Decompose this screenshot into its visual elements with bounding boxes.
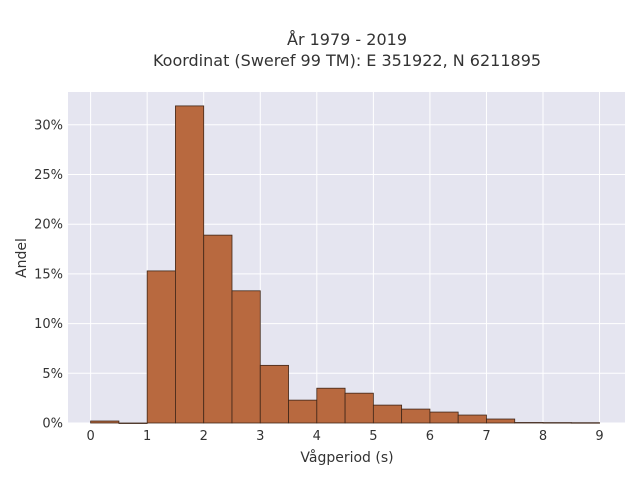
y-tick-label: 0% <box>42 417 63 432</box>
y-tick-labels: 0% 5% 10% 15% 20% 25% 30% <box>34 118 63 431</box>
histogram-bar <box>486 418 516 424</box>
histogram-bar <box>514 422 544 424</box>
histogram-bar <box>288 399 318 424</box>
chart-title-line2: Koordinat (Sweref 99 TM): E 351922, N 62… <box>153 51 541 70</box>
x-tick-label: 1 <box>143 429 151 444</box>
histogram-bar <box>344 392 374 424</box>
histogram-bar <box>372 404 403 424</box>
histogram-bar <box>118 422 148 424</box>
histogram-bar <box>259 364 289 424</box>
histogram-bar <box>429 411 459 424</box>
y-tick-label: 25% <box>34 168 63 183</box>
bars <box>90 105 600 424</box>
histogram-bar <box>203 234 233 424</box>
y-tick-label: 20% <box>34 218 63 233</box>
y-tick-label: 30% <box>34 118 63 133</box>
x-tick-label: 6 <box>426 429 434 444</box>
x-tick-label: 3 <box>256 429 264 444</box>
histogram-bar <box>175 105 205 424</box>
x-tick-label: 7 <box>482 429 490 444</box>
x-tick-label: 2 <box>200 429 208 444</box>
histogram-bar <box>401 408 431 424</box>
x-tick-labels: 0 1 2 3 4 5 6 7 8 9 <box>86 429 603 444</box>
x-tick-label: 4 <box>313 429 321 444</box>
x-tick-label: 0 <box>86 429 94 444</box>
y-axis-title: Andel <box>14 238 30 278</box>
histogram-bar <box>570 422 600 424</box>
y-tick-label: 5% <box>42 367 63 382</box>
x-axis-title: Vågperiod (s) <box>300 449 393 466</box>
histogram-bar <box>542 422 572 424</box>
y-tick-label: 15% <box>34 267 63 282</box>
histogram-bar <box>146 270 176 424</box>
histogram-bar <box>316 387 346 424</box>
histogram-bar <box>457 414 487 424</box>
x-tick-label: 8 <box>539 429 547 444</box>
x-tick-label: 5 <box>369 429 377 444</box>
x-tick-label: 9 <box>595 429 603 444</box>
histogram-bar <box>90 420 120 424</box>
y-tick-label: 10% <box>34 317 63 332</box>
histogram-bar <box>231 290 261 424</box>
chart-title-line1: År 1979 - 2019 <box>287 30 407 49</box>
